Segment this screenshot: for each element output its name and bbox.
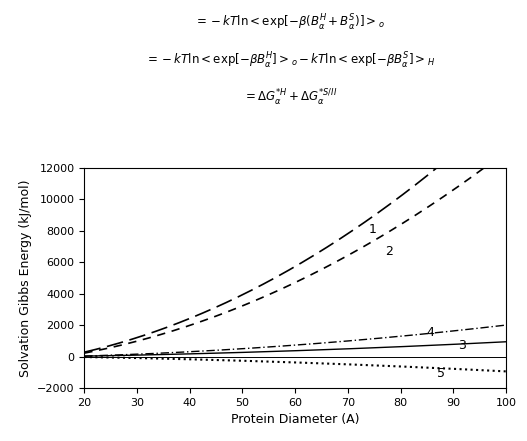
Text: $= -kT \ln < \exp[-\beta(B_\alpha^H + B_\alpha^S)] >_o$: $= -kT \ln < \exp[-\beta(B_\alpha^H + B_…: [194, 13, 385, 34]
Y-axis label: Solvation Gibbs Energy (kJ/mol): Solvation Gibbs Energy (kJ/mol): [18, 179, 32, 377]
Text: 3: 3: [458, 340, 466, 352]
Text: 2: 2: [385, 245, 393, 258]
Text: $= -kT \ln < \exp[-\beta B_\alpha^H] >_o -kT \ln < \exp[-\beta B_\alpha^S] >_H$: $= -kT \ln < \exp[-\beta B_\alpha^H] >_o…: [145, 51, 435, 71]
Text: 4: 4: [427, 326, 435, 339]
Text: 5: 5: [437, 366, 445, 380]
Text: $= \Delta G_\alpha^{*H} + \Delta G_\alpha^{*S/II}$: $= \Delta G_\alpha^{*H} + \Delta G_\alph…: [243, 88, 337, 108]
Text: 1: 1: [369, 223, 377, 235]
X-axis label: Protein Diameter (A): Protein Diameter (A): [231, 413, 359, 426]
